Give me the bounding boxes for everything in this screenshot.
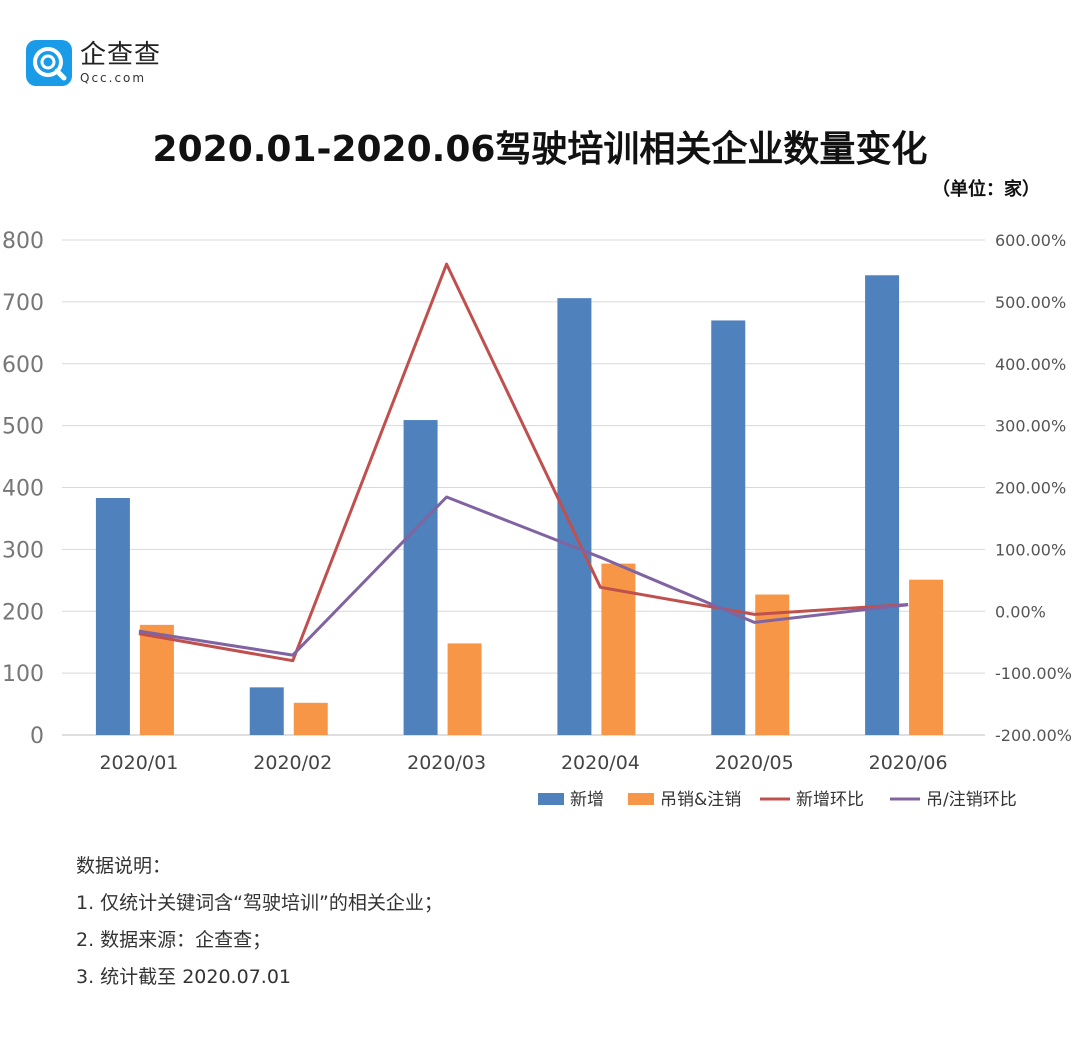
notes-heading: 数据说明： (76, 855, 172, 877)
y-right-tick-label: -200.00% (995, 726, 1072, 745)
y-left-tick-label: 800 (2, 229, 44, 254)
bar-new (249, 687, 284, 735)
x-tick-label: 2020/01 (99, 752, 178, 774)
y-right-tick-label: 600.00% (995, 231, 1066, 250)
bar-revoked (293, 702, 328, 735)
y-right-tick-label: 200.00% (995, 479, 1066, 498)
y-right-tick-label: 0.00% (995, 602, 1046, 621)
y-right-tick-label: 300.00% (995, 417, 1066, 436)
y-left-tick-label: 600 (2, 353, 44, 378)
y-right-tick-label: 500.00% (995, 293, 1066, 312)
y-right-tick-label: -100.00% (995, 664, 1072, 683)
line-revoked-mom (138, 495, 909, 657)
bar-new (711, 320, 746, 735)
y-left-tick-label: 500 (2, 415, 44, 440)
bar-revoked (755, 594, 790, 735)
note-item-3: 3. 统计截至 2020.07.01 (76, 966, 291, 988)
legend-swatch (538, 793, 564, 805)
unit-label: （单位：家） (932, 179, 1040, 200)
legend-label: 新增 (570, 790, 604, 810)
y-left-tick-label: 100 (2, 662, 44, 687)
y-left-tick-label: 200 (2, 600, 44, 625)
bar-revoked (447, 643, 482, 735)
bar-new (865, 275, 900, 735)
bar-new (403, 420, 438, 735)
legend-label: 新增环比 (796, 790, 864, 810)
x-tick-label: 2020/02 (253, 752, 332, 774)
y-left-tick-label: 300 (2, 538, 44, 563)
qcc-logo-icon (26, 40, 72, 86)
legend-label: 吊/注销环比 (926, 790, 1017, 810)
y-right-tick-label: 100.00% (995, 540, 1066, 559)
combo-chart: 0 100 200 300 400 500 600 700 800 -200.00% -100.00… (2, 229, 1072, 810)
bar-new (95, 498, 130, 735)
x-tick-label: 2020/06 (869, 752, 948, 774)
y-left-tick-label: 0 (30, 724, 44, 749)
x-tick-label: 2020/04 (561, 752, 640, 774)
bar-revoked (139, 624, 174, 735)
x-tick-label: 2020/03 (407, 752, 486, 774)
data-notes: 数据说明： 1. 仅统计关键词含“驾驶培训”的相关企业； 2. 数据来源：企查查… (76, 848, 443, 996)
note-item-2: 2. 数据来源：企查查； (76, 929, 272, 951)
bar-new (557, 298, 592, 735)
note-item-1: 1. 仅统计关键词含“驾驶培训”的相关企业； (76, 892, 443, 914)
line-new-mom (138, 262, 909, 663)
logo-domain: Qcc.com (80, 71, 147, 85)
bar-revoked (909, 579, 944, 735)
y-left-tick-label: 700 (2, 291, 44, 316)
legend-swatch (628, 793, 654, 805)
legend-label: 吊销&注销 (660, 790, 741, 810)
chart-title: 2020.01-2020.06驾驶培训相关企业数量变化 (152, 129, 928, 170)
y-left-tick-label: 400 (2, 477, 44, 502)
x-tick-label: 2020/05 (715, 752, 794, 774)
y-right-tick-label: 400.00% (995, 355, 1066, 374)
logo: 企查查 Qcc.com (26, 40, 161, 86)
logo-name: 企查查 (80, 40, 162, 70)
